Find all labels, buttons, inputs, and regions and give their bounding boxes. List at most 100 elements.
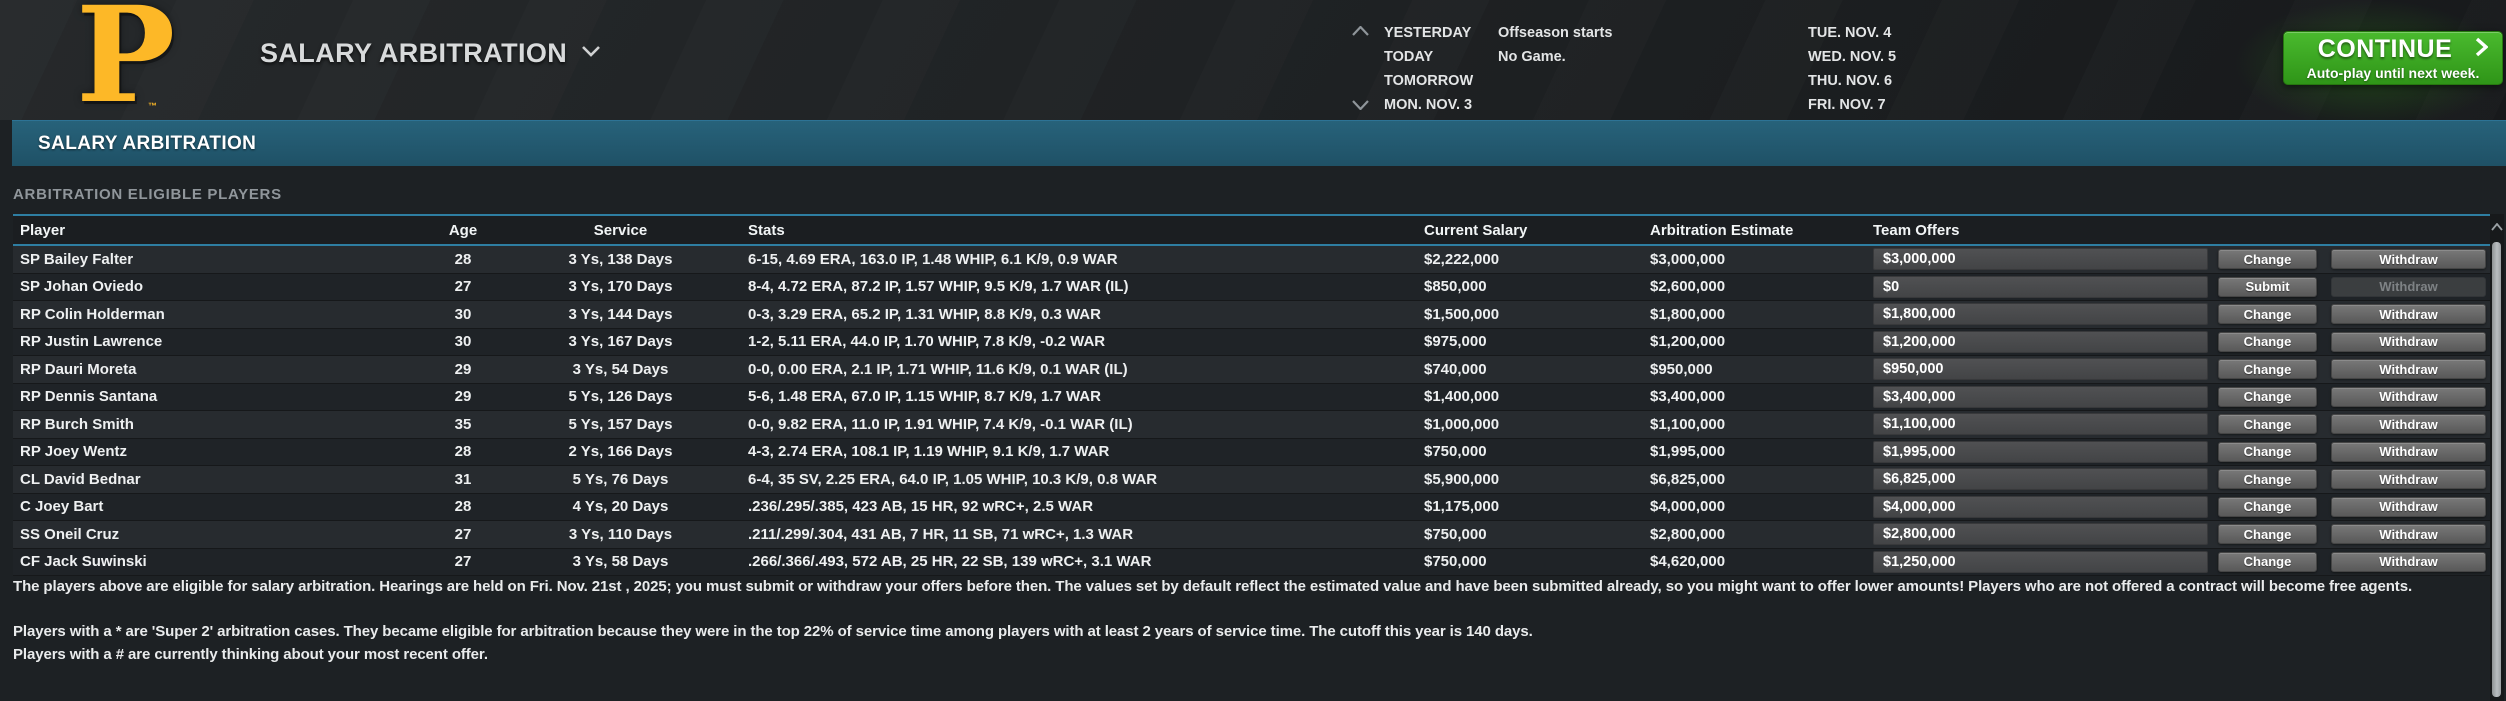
continue-label: CONTINUE xyxy=(2317,35,2453,63)
withdraw-button[interactable]: Withdraw xyxy=(2331,441,2486,462)
current-salary: $750,000 xyxy=(1424,443,1487,461)
action-button[interactable]: Change xyxy=(2218,359,2317,380)
player-name[interactable]: RP Justin Lawrence xyxy=(20,333,163,351)
table-row[interactable]: RP Joey Wentz 28 2 Ys, 166 Days 4-3, 2.7… xyxy=(13,438,2491,466)
pirates-team-logo: P ™ xyxy=(76,0,175,122)
arbitration-estimate: $950,000 xyxy=(1650,360,1713,378)
table-row[interactable]: CF Jack Suwinski 27 3 Ys, 58 Days .266/.… xyxy=(13,548,2491,576)
player-stats: .266/.366/.493, 572 AB, 25 HR, 22 SB, 13… xyxy=(748,553,1152,571)
continue-button[interactable]: CONTINUE Auto-play until next week. xyxy=(2283,31,2503,85)
player-stats: 4-3, 2.74 ERA, 108.1 IP, 1.19 WHIP, 9.1 … xyxy=(748,443,1110,461)
player-service-time: 3 Ys, 58 Days xyxy=(572,553,669,571)
withdraw-button[interactable]: Withdraw xyxy=(2331,276,2486,297)
arbitration-estimate: $4,000,000 xyxy=(1650,498,1726,516)
scrollbar-thumb[interactable] xyxy=(2492,242,2501,697)
table-row[interactable]: C Joey Bart 28 4 Ys, 20 Days .236/.295/.… xyxy=(13,493,2491,521)
column-header-arbitration-estimate: Arbitration Estimate xyxy=(1650,221,1794,239)
player-age: 28 xyxy=(454,250,472,268)
offer-input[interactable] xyxy=(1873,275,2208,298)
arbitration-estimate: $1,100,000 xyxy=(1650,415,1726,433)
action-button[interactable]: Change xyxy=(2218,469,2317,490)
offer-input[interactable] xyxy=(1873,440,2208,463)
player-name[interactable]: CF Jack Suwinski xyxy=(20,553,147,571)
player-name[interactable]: RP Joey Wentz xyxy=(20,443,127,461)
action-button[interactable]: Change xyxy=(2218,551,2317,572)
offer-input[interactable] xyxy=(1873,358,2208,381)
schedule-widget: YESTERDAY TODAY TOMORROW MON. NOV. 3 Off… xyxy=(1340,0,2290,120)
player-age: 31 xyxy=(454,470,472,488)
table-row[interactable]: RP Dauri Moreta 29 3 Ys, 54 Days 0-0, 0.… xyxy=(13,356,2491,384)
player-name[interactable]: SP Johan Oviedo xyxy=(20,278,144,296)
offer-input[interactable] xyxy=(1873,550,2208,573)
current-salary: $1,000,000 xyxy=(1424,415,1500,433)
table-row[interactable]: RP Burch Smith 35 5 Ys, 157 Days 0-0, 9.… xyxy=(13,411,2491,439)
action-button[interactable]: Change xyxy=(2218,441,2317,462)
vertical-scrollbar[interactable] xyxy=(2490,214,2504,701)
withdraw-button[interactable]: Withdraw xyxy=(2331,496,2486,517)
offer-input[interactable] xyxy=(1873,385,2208,408)
current-salary: $850,000 xyxy=(1424,278,1487,296)
withdraw-button[interactable]: Withdraw xyxy=(2331,304,2486,325)
scroll-up-icon[interactable] xyxy=(2491,218,2503,236)
withdraw-button[interactable]: Withdraw xyxy=(2331,359,2486,380)
table-row[interactable]: SP Bailey Falter 28 3 Ys, 138 Days 6-15,… xyxy=(13,246,2491,274)
arbitration-estimate: $1,995,000 xyxy=(1650,443,1726,461)
player-age: 27 xyxy=(454,525,472,543)
action-button[interactable]: Change xyxy=(2218,304,2317,325)
withdraw-button[interactable]: Withdraw xyxy=(2331,331,2486,352)
chevron-down-icon[interactable] xyxy=(1352,100,1369,110)
offer-input[interactable] xyxy=(1873,413,2208,436)
current-salary: $1,175,000 xyxy=(1424,498,1500,516)
player-name[interactable]: C Joey Bart xyxy=(20,498,104,516)
continue-sublabel: Auto-play until next week. xyxy=(2306,65,2480,81)
chevron-up-icon[interactable] xyxy=(1352,26,1369,36)
player-name[interactable]: RP Dennis Santana xyxy=(20,388,158,406)
player-name[interactable]: RP Burch Smith xyxy=(20,415,134,433)
offer-input[interactable] xyxy=(1873,495,2208,518)
table-row[interactable]: RP Dennis Santana 29 5 Ys, 126 Days 5-6,… xyxy=(13,383,2491,411)
withdraw-button[interactable]: Withdraw xyxy=(2331,386,2486,407)
arbitration-estimate: $2,600,000 xyxy=(1650,278,1726,296)
current-salary: $5,900,000 xyxy=(1424,470,1500,488)
table-row[interactable]: RP Colin Holderman 30 3 Ys, 144 Days 0-3… xyxy=(13,301,2491,329)
action-button[interactable]: Change xyxy=(2218,386,2317,407)
player-name[interactable]: RP Dauri Moreta xyxy=(20,360,137,378)
player-stats: 8-4, 4.72 ERA, 87.2 IP, 1.57 WHIP, 9.5 K… xyxy=(748,278,1129,296)
player-name[interactable]: SP Bailey Falter xyxy=(20,250,134,268)
player-name[interactable]: SS Oneil Cruz xyxy=(20,525,120,543)
day-label-today: TODAY xyxy=(1384,49,1434,65)
player-service-time: 3 Ys, 110 Days xyxy=(568,525,673,543)
help-paragraph-thinking: Players with a # are currently thinking … xyxy=(13,646,488,663)
current-salary: $2,222,000 xyxy=(1424,250,1500,268)
player-service-time: 5 Ys, 126 Days xyxy=(568,388,673,406)
withdraw-button[interactable]: Withdraw xyxy=(2331,524,2486,545)
table-row[interactable]: SP Johan Oviedo 27 3 Ys, 170 Days 8-4, 4… xyxy=(13,273,2491,301)
withdraw-button[interactable]: Withdraw xyxy=(2331,414,2486,435)
table-row[interactable]: CL David Bednar 31 5 Ys, 76 Days 6-4, 35… xyxy=(13,466,2491,494)
trademark-mark: ™ xyxy=(148,101,157,111)
action-button[interactable]: Change xyxy=(2218,331,2317,352)
action-button[interactable]: Change xyxy=(2218,524,2317,545)
table-row[interactable]: RP Justin Lawrence 30 3 Ys, 167 Days 1-2… xyxy=(13,328,2491,356)
offer-input[interactable] xyxy=(1873,523,2208,546)
column-header-stats: Stats xyxy=(748,221,785,239)
action-button[interactable]: Change xyxy=(2218,249,2317,270)
player-name[interactable]: RP Colin Holderman xyxy=(20,305,165,323)
player-stats: 5-6, 1.48 ERA, 67.0 IP, 1.15 WHIP, 8.7 K… xyxy=(748,388,1101,406)
action-button[interactable]: Submit xyxy=(2218,276,2317,297)
upcoming-date-4: FRI. NOV. 7 xyxy=(1808,97,1886,113)
offer-input[interactable] xyxy=(1873,303,2208,326)
player-age: 30 xyxy=(454,333,472,351)
action-button[interactable]: Change xyxy=(2218,496,2317,517)
offer-input[interactable] xyxy=(1873,330,2208,353)
action-button[interactable]: Change xyxy=(2218,414,2317,435)
offer-input[interactable] xyxy=(1873,468,2208,491)
screen-title-dropdown[interactable]: SALARY ARBITRATION xyxy=(260,0,601,106)
withdraw-button[interactable]: Withdraw xyxy=(2331,469,2486,490)
player-age: 28 xyxy=(454,498,472,516)
withdraw-button[interactable]: Withdraw xyxy=(2331,249,2486,270)
player-name[interactable]: CL David Bednar xyxy=(20,470,141,488)
withdraw-button[interactable]: Withdraw xyxy=(2331,551,2486,572)
offer-input[interactable] xyxy=(1873,248,2208,271)
table-row[interactable]: SS Oneil Cruz 27 3 Ys, 110 Days .211/.29… xyxy=(13,521,2491,549)
